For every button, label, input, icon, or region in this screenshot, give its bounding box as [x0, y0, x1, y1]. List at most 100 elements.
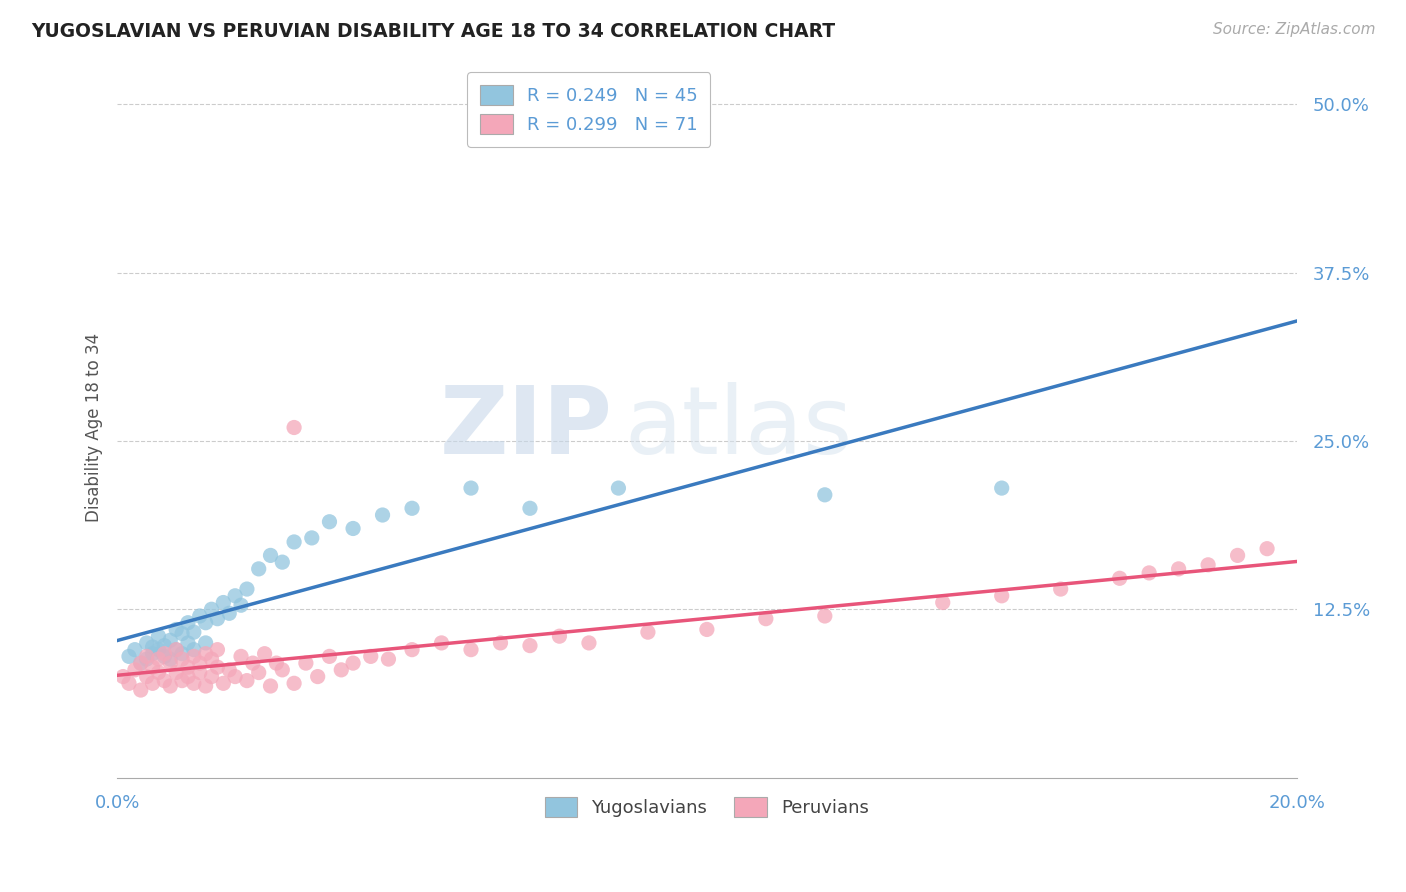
- Point: [236, 673, 259, 688]
- Point: [218, 663, 240, 677]
- Y-axis label: Disability Age 18 to 34: Disability Age 18 to 34: [86, 333, 103, 522]
- Point: [548, 629, 571, 643]
- Point: [183, 676, 205, 690]
- Point: [1197, 558, 1219, 572]
- Point: [318, 649, 340, 664]
- Point: [283, 535, 305, 549]
- Point: [170, 626, 193, 640]
- Point: [200, 602, 222, 616]
- Point: [170, 652, 193, 666]
- Point: [183, 642, 205, 657]
- Point: [142, 640, 165, 654]
- Point: [259, 679, 281, 693]
- Point: [135, 652, 157, 666]
- Point: [371, 508, 394, 522]
- Point: [460, 642, 482, 657]
- Point: [224, 589, 246, 603]
- Point: [242, 656, 264, 670]
- Point: [165, 623, 187, 637]
- Point: [177, 615, 200, 630]
- Point: [814, 609, 837, 624]
- Point: [159, 652, 181, 666]
- Point: [124, 642, 146, 657]
- Point: [1108, 571, 1130, 585]
- Point: [229, 599, 252, 613]
- Text: YUGOSLAVIAN VS PERUVIAN DISABILITY AGE 18 TO 34 CORRELATION CHART: YUGOSLAVIAN VS PERUVIAN DISABILITY AGE 1…: [31, 22, 835, 41]
- Point: [1137, 566, 1160, 580]
- Point: [118, 649, 141, 664]
- Point: [207, 642, 229, 657]
- Point: [153, 647, 176, 661]
- Point: [283, 420, 305, 434]
- Point: [401, 642, 423, 657]
- Point: [148, 652, 170, 666]
- Point: [696, 623, 718, 637]
- Point: [342, 521, 364, 535]
- Point: [578, 636, 600, 650]
- Point: [170, 673, 193, 688]
- Point: [165, 642, 187, 657]
- Point: [218, 607, 240, 621]
- Point: [932, 595, 955, 609]
- Point: [283, 676, 305, 690]
- Point: [342, 656, 364, 670]
- Legend: Yugoslavians, Peruvians: Yugoslavians, Peruvians: [537, 790, 876, 824]
- Point: [401, 501, 423, 516]
- Point: [135, 669, 157, 683]
- Point: [519, 501, 541, 516]
- Point: [135, 636, 157, 650]
- Point: [165, 642, 187, 657]
- Point: [990, 589, 1012, 603]
- Point: [200, 652, 222, 666]
- Point: [360, 649, 382, 664]
- Point: [124, 663, 146, 677]
- Point: [307, 669, 329, 683]
- Point: [295, 656, 318, 670]
- Point: [271, 555, 294, 569]
- Point: [253, 647, 276, 661]
- Point: [266, 656, 288, 670]
- Point: [148, 629, 170, 643]
- Point: [148, 642, 170, 657]
- Point: [212, 676, 235, 690]
- Point: [1226, 549, 1249, 563]
- Point: [224, 669, 246, 683]
- Point: [1167, 562, 1189, 576]
- Point: [135, 649, 157, 664]
- Point: [129, 656, 152, 670]
- Point: [153, 673, 176, 688]
- Point: [183, 649, 205, 664]
- Point: [430, 636, 453, 650]
- Point: [607, 481, 630, 495]
- Point: [194, 647, 217, 661]
- Point: [142, 647, 165, 661]
- Point: [519, 639, 541, 653]
- Point: [247, 562, 270, 576]
- Point: [1256, 541, 1278, 556]
- Point: [148, 665, 170, 680]
- Point: [247, 665, 270, 680]
- Point: [212, 595, 235, 609]
- Point: [170, 647, 193, 661]
- Point: [159, 656, 181, 670]
- Point: [188, 656, 211, 670]
- Point: [129, 656, 152, 670]
- Point: [177, 660, 200, 674]
- Point: [330, 663, 353, 677]
- Point: [159, 679, 181, 693]
- Point: [118, 676, 141, 690]
- Point: [177, 669, 200, 683]
- Point: [301, 531, 323, 545]
- Point: [377, 652, 399, 666]
- Point: [112, 669, 135, 683]
- Point: [489, 636, 512, 650]
- Point: [194, 636, 217, 650]
- Point: [755, 612, 778, 626]
- Point: [142, 660, 165, 674]
- Text: atlas: atlas: [624, 382, 852, 474]
- Point: [153, 649, 176, 664]
- Point: [159, 633, 181, 648]
- Point: [142, 676, 165, 690]
- Point: [188, 665, 211, 680]
- Point: [259, 549, 281, 563]
